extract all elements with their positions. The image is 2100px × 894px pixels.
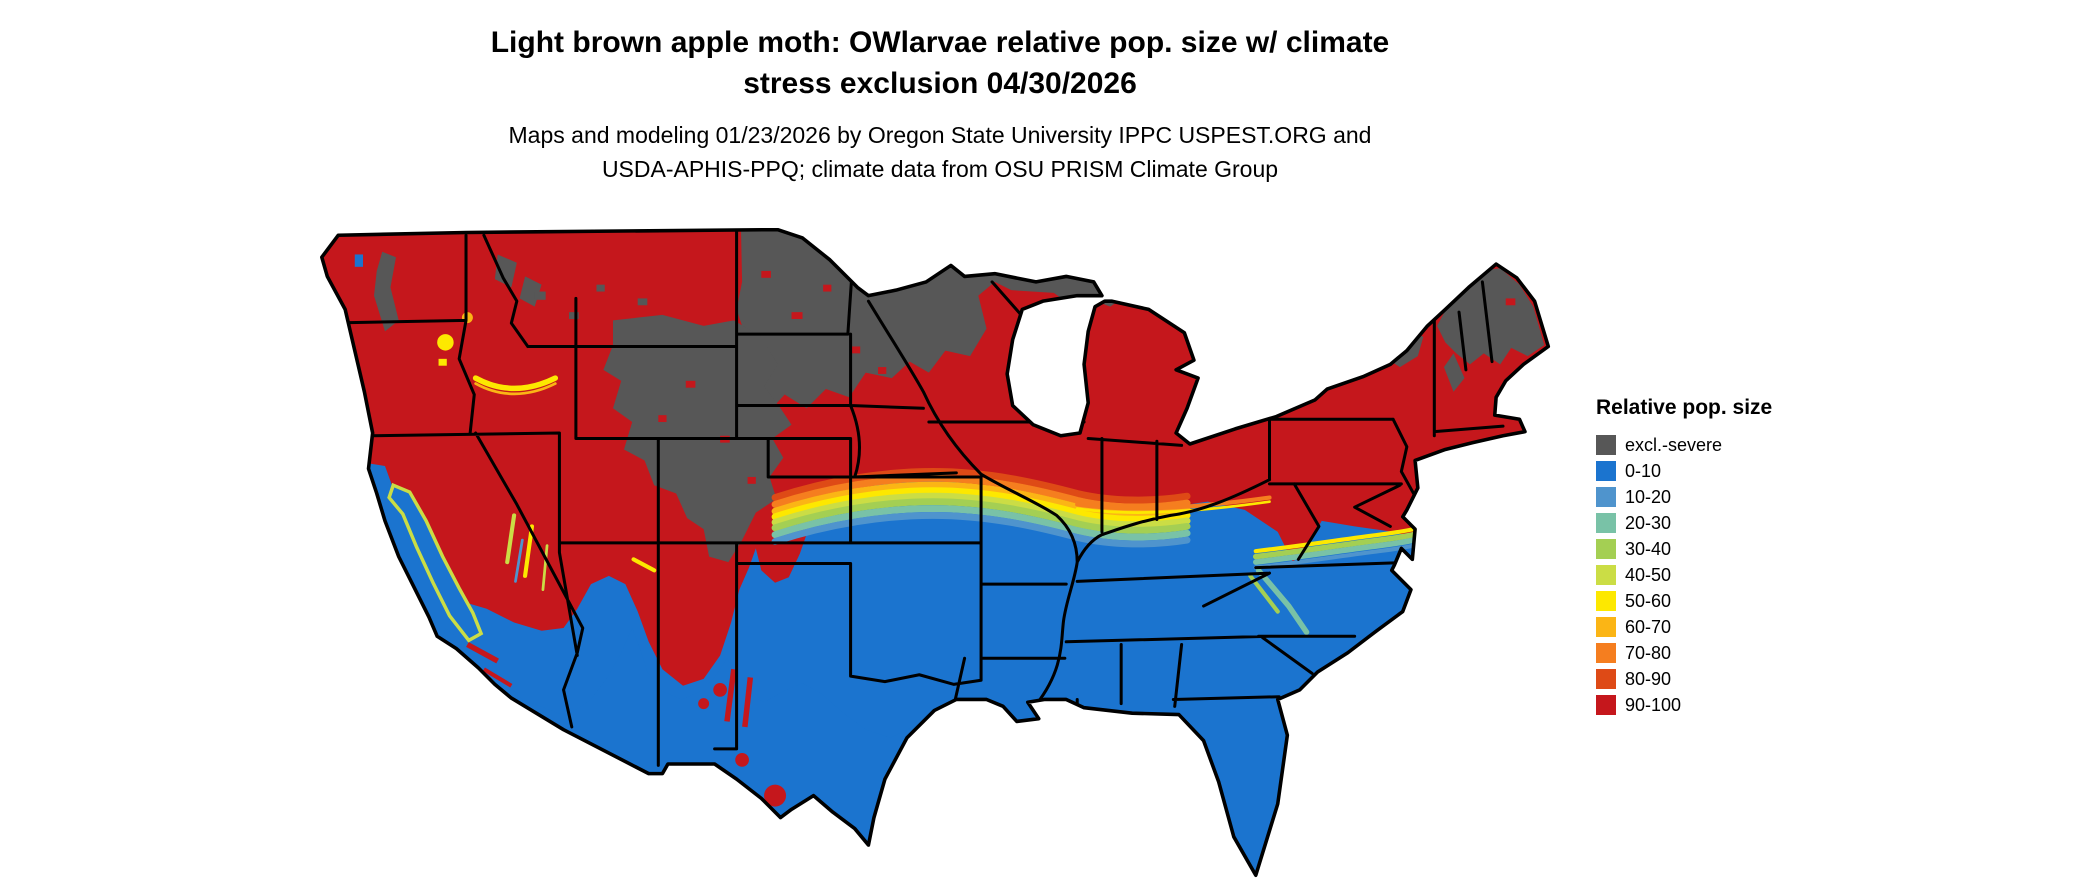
legend-swatch: [1596, 539, 1616, 559]
legend-item-50-60: 50-60: [1596, 588, 1772, 614]
legend: Relative pop. size excl.-severe 0-10 10-20…: [1596, 396, 1772, 718]
map-subtitle-line1: Maps and modeling 01/23/2026 by Oregon S…: [508, 122, 1372, 148]
legend-label: 40-50: [1625, 565, 1672, 585]
legend-label: 0-10: [1625, 461, 1662, 481]
legend-swatch: [1596, 643, 1616, 663]
state-borders: [323, 229, 1505, 767]
legend-label: excl.-severe: [1625, 435, 1723, 455]
legend-label: 80-90: [1625, 669, 1672, 689]
region-central-valley-low: [387, 482, 484, 643]
legend-item-40-50: 40-50: [1596, 562, 1772, 588]
legend-item-10-20: 10-20: [1596, 484, 1772, 510]
us-outline: [320, 227, 1551, 878]
legend-swatch: [1596, 669, 1616, 689]
legend-label: 90-100: [1625, 695, 1682, 715]
map-subtitle: Maps and modeling 01/23/2026 by Oregon S…: [0, 118, 1880, 186]
map-title-line2: stress exclusion 04/30/2026: [743, 67, 1137, 100]
map-subtitle-line2: USDA-APHIS-PPQ; climate data from OSU PR…: [601, 156, 1279, 182]
map-title-line1: Light brown apple moth: OWlarvae relativ…: [490, 26, 1390, 59]
header: Light brown apple moth: OWlarvae relativ…: [0, 22, 1880, 186]
legend-item-excl.-severe: excl.-severe: [1596, 432, 1772, 458]
legend-swatch: [1596, 513, 1616, 533]
legend-swatch: [1596, 487, 1616, 507]
legend-label: 30-40: [1625, 539, 1672, 559]
region-sw-red-details: [466, 642, 795, 822]
legend-item-20-30: 20-30: [1596, 510, 1772, 536]
legend-swatch: [1596, 461, 1616, 481]
legend-item-30-40: 30-40: [1596, 536, 1772, 562]
legend-item-90-100: 90-100: [1596, 692, 1772, 718]
us-map-svg: [320, 227, 1551, 878]
legend-items: excl.-severe 0-10 10-20 20-30 30-40 40-50 50-6…: [1596, 432, 1772, 718]
legend-label: 70-80: [1625, 643, 1672, 663]
legend-swatch: [1596, 617, 1616, 637]
legend-label: 60-70: [1625, 617, 1672, 637]
us-map: [308, 216, 1558, 889]
legend-item-0-10: 0-10: [1596, 458, 1772, 484]
legend-label: 20-30: [1625, 513, 1672, 533]
legend-item-80-90: 80-90: [1596, 666, 1772, 692]
map-title: Light brown apple moth: OWlarvae relativ…: [0, 22, 1880, 104]
legend-label: 50-60: [1625, 591, 1672, 611]
legend-swatch: [1596, 435, 1616, 455]
legend-swatch: [1596, 695, 1616, 715]
legend-item-70-80: 70-80: [1596, 640, 1772, 666]
legend-title: Relative pop. size: [1596, 396, 1773, 419]
legend-swatch: [1596, 591, 1616, 611]
west-mid-patches: [472, 375, 657, 591]
legend-label: 10-20: [1625, 487, 1672, 507]
legend-swatch: [1596, 565, 1616, 585]
legend-item-60-70: 60-70: [1596, 614, 1772, 640]
